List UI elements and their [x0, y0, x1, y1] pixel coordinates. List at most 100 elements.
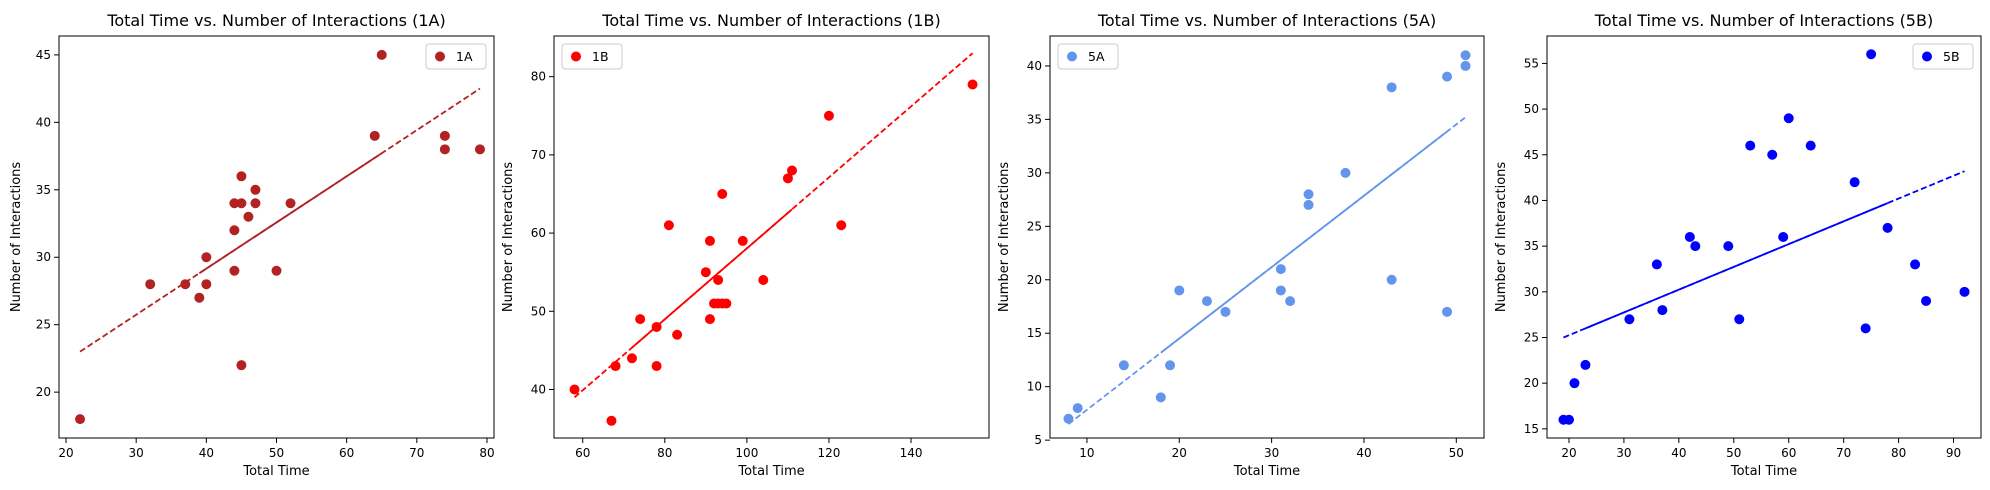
data-point — [1569, 378, 1580, 389]
data-point — [1690, 241, 1701, 252]
data-point — [145, 279, 156, 290]
data-point — [439, 130, 450, 141]
legend-marker — [1922, 51, 1932, 62]
x-tick-label: 40 — [1356, 446, 1371, 460]
y-axis-label: Number of Interactions — [1494, 162, 1509, 313]
data-point — [1303, 199, 1314, 210]
x-tick-label: 80 — [657, 446, 672, 460]
data-point — [1201, 296, 1212, 307]
fit-line — [1585, 202, 1888, 330]
y-tick-label: 20 — [1027, 273, 1042, 287]
data-point — [1165, 360, 1176, 371]
y-tick-label: 35 — [36, 183, 51, 197]
data-point — [626, 353, 637, 364]
y-tick-label: 40 — [1027, 59, 1042, 73]
data-point — [229, 198, 240, 209]
x-tick-label: 40 — [199, 446, 214, 460]
data-point — [285, 198, 296, 209]
data-point — [1063, 413, 1074, 424]
y-tick-label: 50 — [1524, 102, 1539, 116]
data-point — [1442, 71, 1453, 82]
x-tick-label: 40 — [1671, 446, 1686, 460]
x-tick-label: 50 — [1726, 446, 1741, 460]
data-point — [271, 265, 282, 276]
x-tick-label: 100 — [735, 446, 758, 460]
legend-box — [561, 43, 623, 70]
data-point — [1174, 285, 1185, 296]
data-point — [1805, 140, 1816, 151]
data-point — [1624, 314, 1635, 325]
data-point — [672, 329, 683, 340]
y-tick-label: 35 — [1027, 112, 1042, 126]
plot-frame — [58, 35, 495, 439]
y-tick-label: 70 — [531, 148, 546, 162]
x-axis-label: Total Time — [737, 464, 804, 479]
data-point — [663, 220, 674, 231]
x-tick-label: 50 — [1449, 446, 1464, 460]
y-axis-label: Number of Interactions — [501, 162, 516, 313]
data-point — [1275, 285, 1286, 296]
data-point — [229, 225, 240, 236]
y-tick-label: 40 — [36, 115, 51, 129]
legend-label: 5B — [1943, 49, 1960, 64]
x-tick-label: 30 — [1264, 446, 1279, 460]
y-tick-label: 30 — [1027, 166, 1042, 180]
data-point — [737, 235, 748, 246]
y-tick-label: 30 — [36, 250, 51, 264]
legend-label: 1B — [592, 49, 609, 64]
y-tick-label: 15 — [1027, 326, 1042, 340]
data-point — [606, 415, 617, 426]
y-tick-label: 50 — [531, 304, 546, 318]
chart-panel-3: Total Time vs. Number of Interactions (5… — [997, 11, 1485, 479]
x-tick-label: 80 — [1891, 446, 1906, 460]
data-point — [250, 184, 261, 195]
legend-box — [425, 43, 487, 70]
data-point — [201, 252, 212, 263]
data-point — [1921, 295, 1932, 306]
x-tick-label: 60 — [1781, 446, 1796, 460]
data-point — [1220, 306, 1231, 317]
data-point — [713, 275, 724, 286]
y-tick-label: 80 — [531, 70, 546, 84]
x-axis-label: Total Time — [1233, 464, 1300, 479]
legend: 5A — [1057, 43, 1119, 70]
legend-label: 1A — [456, 49, 473, 64]
data-point — [1778, 232, 1789, 242]
data-point — [194, 292, 205, 303]
y-tick-label: 25 — [1027, 219, 1042, 233]
y-tick-label: 25 — [36, 318, 51, 332]
legend-marker — [1067, 51, 1077, 62]
plot-frame — [553, 35, 990, 439]
data-point — [236, 171, 247, 182]
data-point — [758, 275, 769, 286]
y-tick-label: 55 — [1524, 56, 1539, 70]
data-point — [1657, 305, 1668, 316]
legend: 5B — [1912, 43, 1974, 70]
chart-title: Total Time vs. Number of Interactions (1… — [106, 11, 445, 30]
chart-title: Total Time vs. Number of Interactions (1… — [601, 11, 940, 30]
data-point — [1340, 167, 1351, 178]
x-tick-label: 90 — [1946, 446, 1961, 460]
x-tick-label: 120 — [817, 446, 840, 460]
chart-panel-1: Total Time vs. Number of Interactions (1… — [9, 11, 495, 479]
x-tick-label: 140 — [900, 446, 923, 460]
legend-marker — [571, 51, 581, 62]
data-point — [439, 144, 450, 155]
data-point — [721, 298, 732, 309]
data-point — [1442, 306, 1453, 317]
chart-title: Total Time vs. Number of Interactions (5… — [1097, 11, 1436, 30]
fit-line — [1160, 130, 1448, 354]
data-point — [1734, 314, 1745, 325]
x-tick-label: 50 — [269, 446, 284, 460]
y-tick-label: 35 — [1524, 239, 1539, 253]
legend-box — [1057, 43, 1119, 70]
data-point — [610, 361, 621, 372]
data-point — [1155, 392, 1166, 403]
data-point — [836, 220, 847, 231]
y-tick-label: 15 — [1524, 422, 1539, 436]
x-tick-label: 20 — [58, 446, 73, 460]
data-point — [1303, 189, 1314, 200]
data-point — [1849, 177, 1860, 188]
data-point — [1275, 264, 1286, 275]
